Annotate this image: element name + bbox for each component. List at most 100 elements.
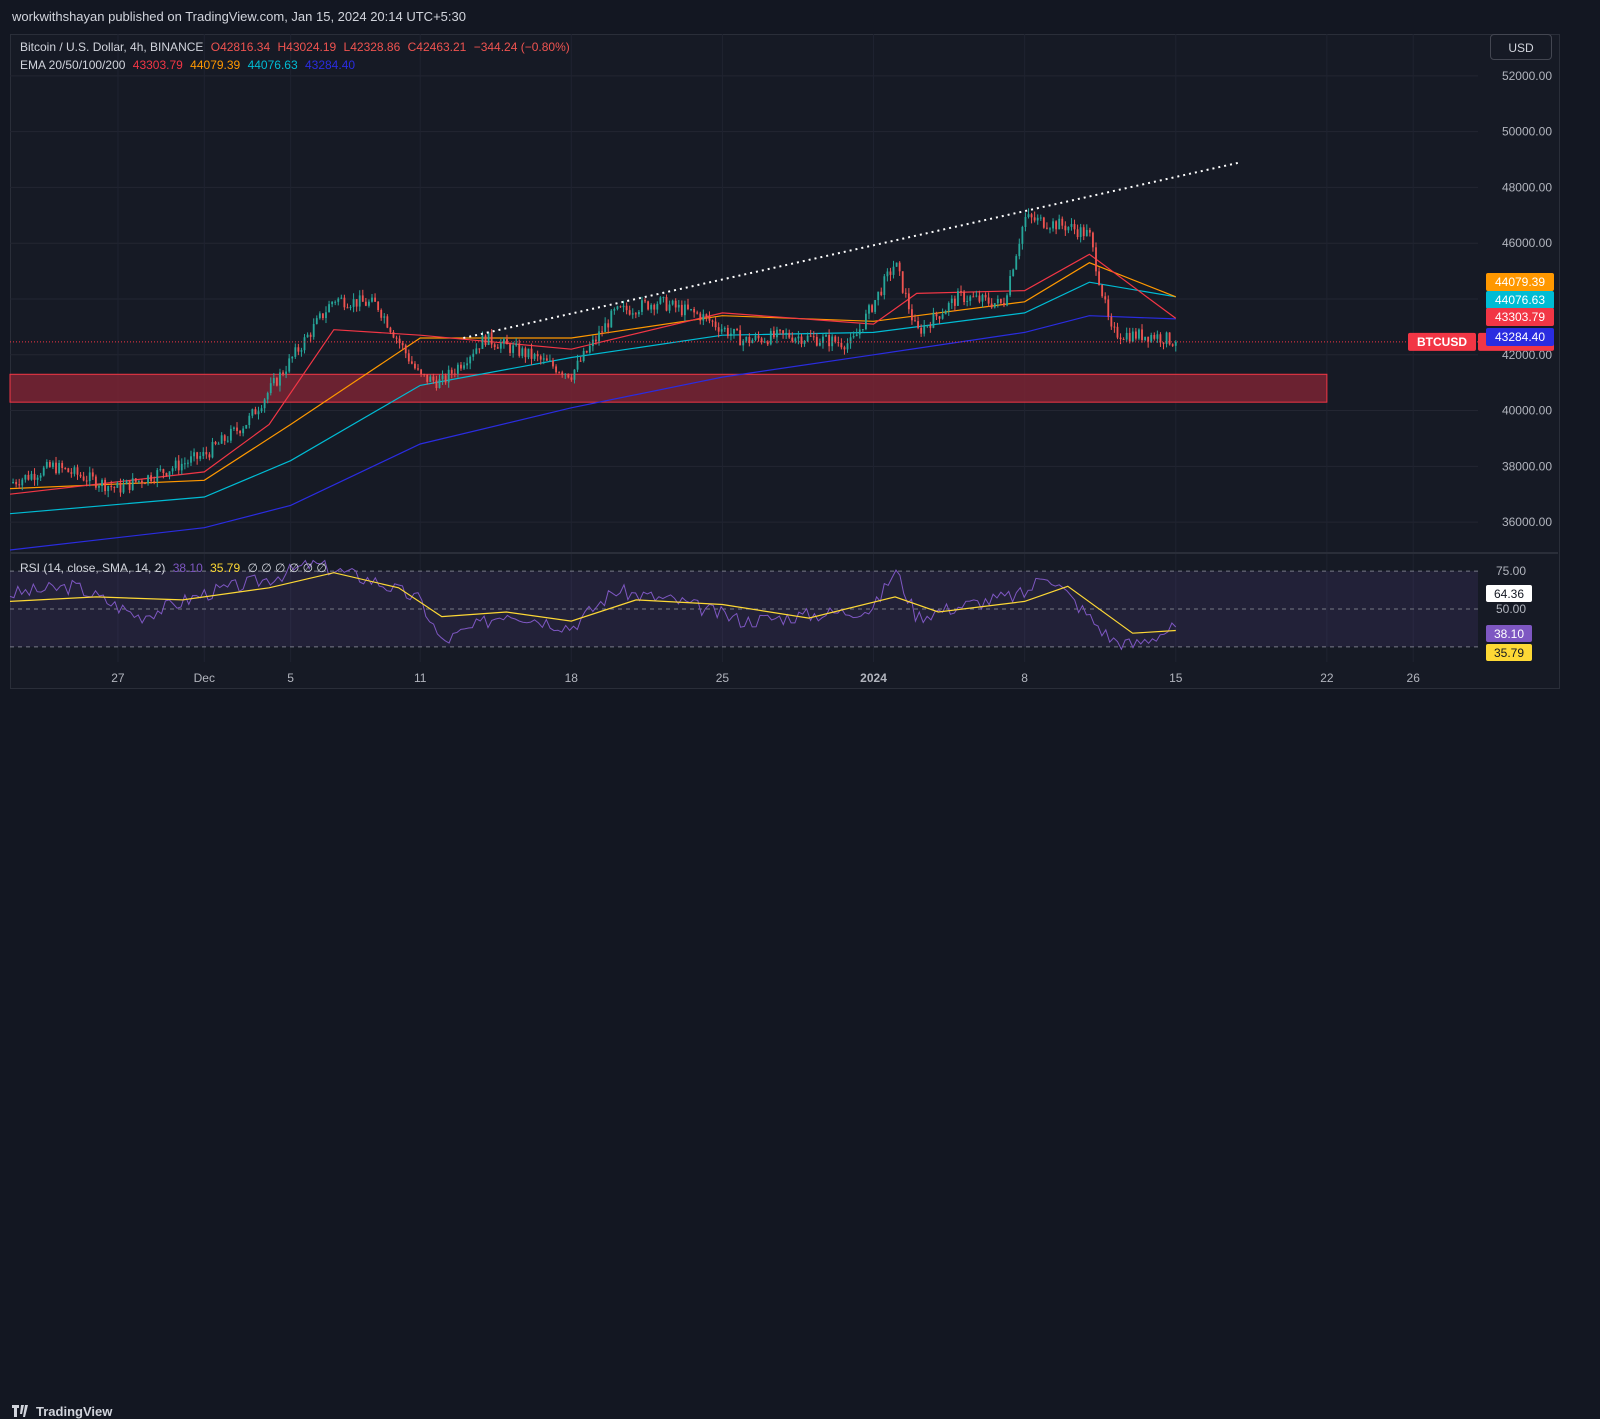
candle [1153, 334, 1156, 339]
rsi-value-tag-label: 38.10 [1494, 627, 1524, 641]
candle [803, 340, 806, 344]
ohlc-close: C42463.21 [407, 40, 467, 54]
candle [1024, 216, 1027, 227]
ema50-line [9, 262, 1177, 490]
candle [334, 301, 337, 303]
candle [79, 474, 82, 477]
x-tick-label: 2024 [860, 671, 887, 685]
candle [1009, 276, 1012, 296]
candle [242, 428, 245, 434]
candle [536, 354, 539, 357]
candle [576, 360, 579, 370]
candle [687, 304, 689, 310]
candle [88, 472, 91, 482]
y-tick-label: 52000.00 [1502, 69, 1552, 83]
candle [1107, 299, 1110, 317]
candle [693, 309, 696, 313]
candle [401, 343, 404, 346]
candle [625, 305, 628, 311]
candle [493, 344, 496, 348]
candle [1134, 331, 1137, 339]
candle [349, 306, 352, 308]
candle [947, 303, 950, 311]
candle [699, 313, 702, 321]
candle [337, 298, 340, 302]
chart-canvas[interactable]: 52000.0050000.0048000.0046000.0044000.00… [0, 0, 1600, 746]
candle [588, 346, 591, 353]
candle [190, 456, 192, 463]
candle [917, 321, 919, 328]
candle [874, 300, 877, 312]
candle [1055, 221, 1058, 230]
candle [785, 332, 788, 334]
candle [512, 345, 515, 353]
candle [282, 372, 284, 375]
ohlc-high: H43024.19 [277, 40, 337, 54]
candle [723, 327, 726, 330]
candle [1064, 225, 1067, 231]
candle [39, 475, 42, 478]
candle [622, 305, 625, 308]
candle [239, 430, 242, 434]
candle [920, 327, 923, 334]
candle [355, 299, 358, 307]
rsi-tick-label: 75.00 [1496, 564, 1526, 578]
candle [447, 369, 450, 383]
candle [361, 295, 364, 302]
candle [321, 313, 324, 319]
candle [769, 330, 772, 345]
candle [269, 383, 272, 394]
candle [861, 329, 864, 331]
candle [960, 291, 962, 293]
candle [386, 316, 389, 328]
x-tick-label: 11 [414, 671, 427, 685]
ema-price-tag-label: 43284.40 [1495, 330, 1545, 344]
candle [610, 310, 613, 328]
candle [217, 443, 220, 445]
candle [926, 325, 929, 327]
candle [1116, 326, 1119, 338]
candle [24, 474, 27, 480]
candle [1138, 329, 1140, 339]
candle [745, 336, 748, 341]
currency-button[interactable]: USD [1490, 34, 1552, 60]
candle [561, 372, 564, 375]
candle [825, 334, 827, 337]
ema-price-tag [1486, 273, 1554, 291]
candle [892, 266, 895, 275]
trendline-layer [463, 161, 1241, 339]
candle [944, 310, 947, 315]
candle [567, 373, 570, 378]
candle [1030, 214, 1033, 218]
candle [171, 468, 174, 472]
x-tick-label: 18 [565, 671, 579, 685]
candle [717, 327, 720, 332]
candle [1052, 221, 1054, 229]
tradingview-logo: TradingView [12, 1404, 112, 1419]
candle [555, 366, 557, 373]
candle [757, 335, 760, 339]
ema50-value: 44079.39 [190, 58, 241, 72]
symbol-tag [1408, 332, 1476, 351]
candle [987, 297, 990, 304]
chart-frame[interactable] [10, 34, 1560, 689]
candle [539, 356, 542, 360]
candle [742, 340, 745, 346]
candle [27, 474, 30, 480]
candle [736, 328, 738, 331]
candle [432, 376, 435, 381]
x-tick-label: 15 [1169, 671, 1183, 685]
candle [420, 369, 423, 375]
candle [275, 378, 278, 386]
candle [475, 348, 478, 354]
candle [128, 480, 131, 490]
rsi-value-tag [1486, 644, 1532, 661]
candle [144, 483, 146, 485]
candle [702, 314, 705, 321]
symbol-legend: Bitcoin / U.S. Dollar, 4h, BINANCE O4281… [20, 40, 574, 54]
candle [407, 353, 410, 362]
candle [772, 330, 775, 338]
candle [1171, 344, 1174, 346]
x-tick-label: 26 [1407, 671, 1421, 685]
symbol-name: Bitcoin / U.S. Dollar, 4h, BINANCE [20, 40, 204, 54]
